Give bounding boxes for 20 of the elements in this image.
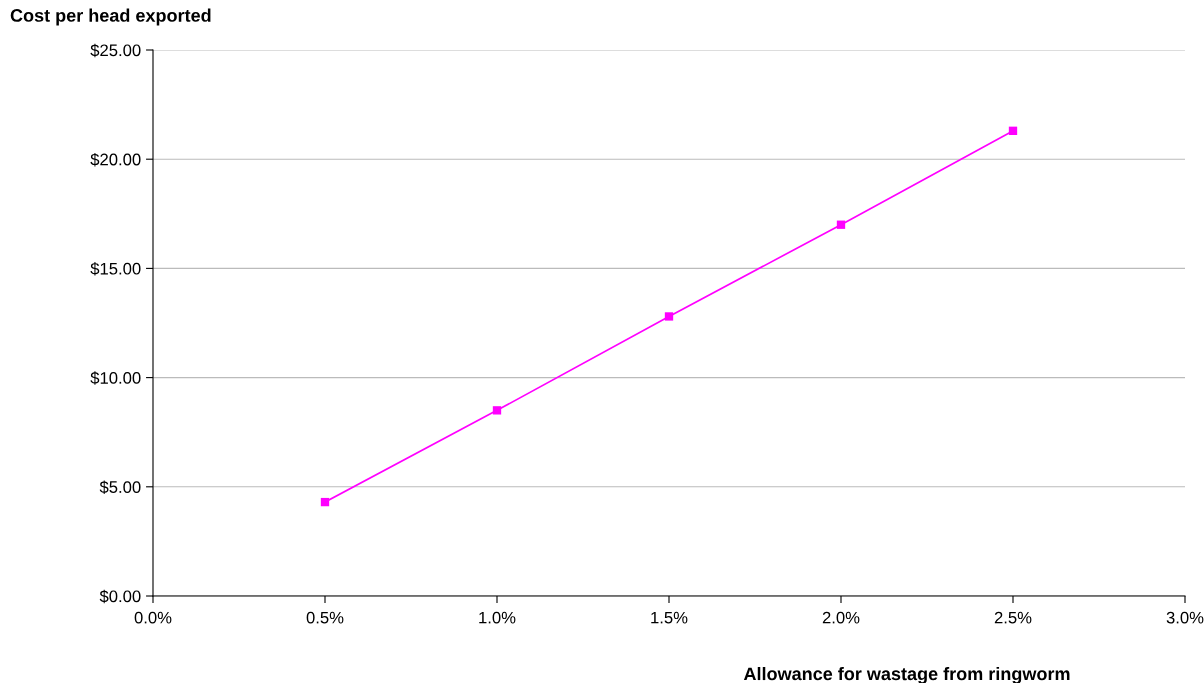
x-tick-label: 0.0%	[134, 611, 172, 624]
x-tick-label: 1.0%	[479, 611, 516, 624]
y-tick-label: $5.00	[99, 480, 141, 494]
x-tick-label: 2.5%	[994, 611, 1032, 624]
x-tick-label: 3.0%	[1166, 611, 1204, 624]
point	[492, 406, 502, 415]
x-tick-label: 1.5%	[651, 611, 688, 624]
y-axis-title: Cost per head exported	[10, 8, 211, 26]
y-tick-label: $25.00	[90, 43, 141, 58]
point	[320, 497, 330, 507]
y-tick-label: $20.00	[90, 152, 141, 167]
y-tick-label: $15.00	[90, 262, 141, 276]
y-tick-label: $0.00	[99, 589, 141, 604]
y-tick-label: $10.00	[90, 371, 141, 385]
x-tick-label: 2.0%	[822, 611, 860, 624]
point	[1008, 126, 1018, 135]
point	[836, 220, 846, 229]
x-axis-title: Allowance for wastage from ringworm	[743, 666, 1070, 683]
x-tick-label: 0.5%	[306, 611, 344, 624]
point	[664, 312, 674, 321]
